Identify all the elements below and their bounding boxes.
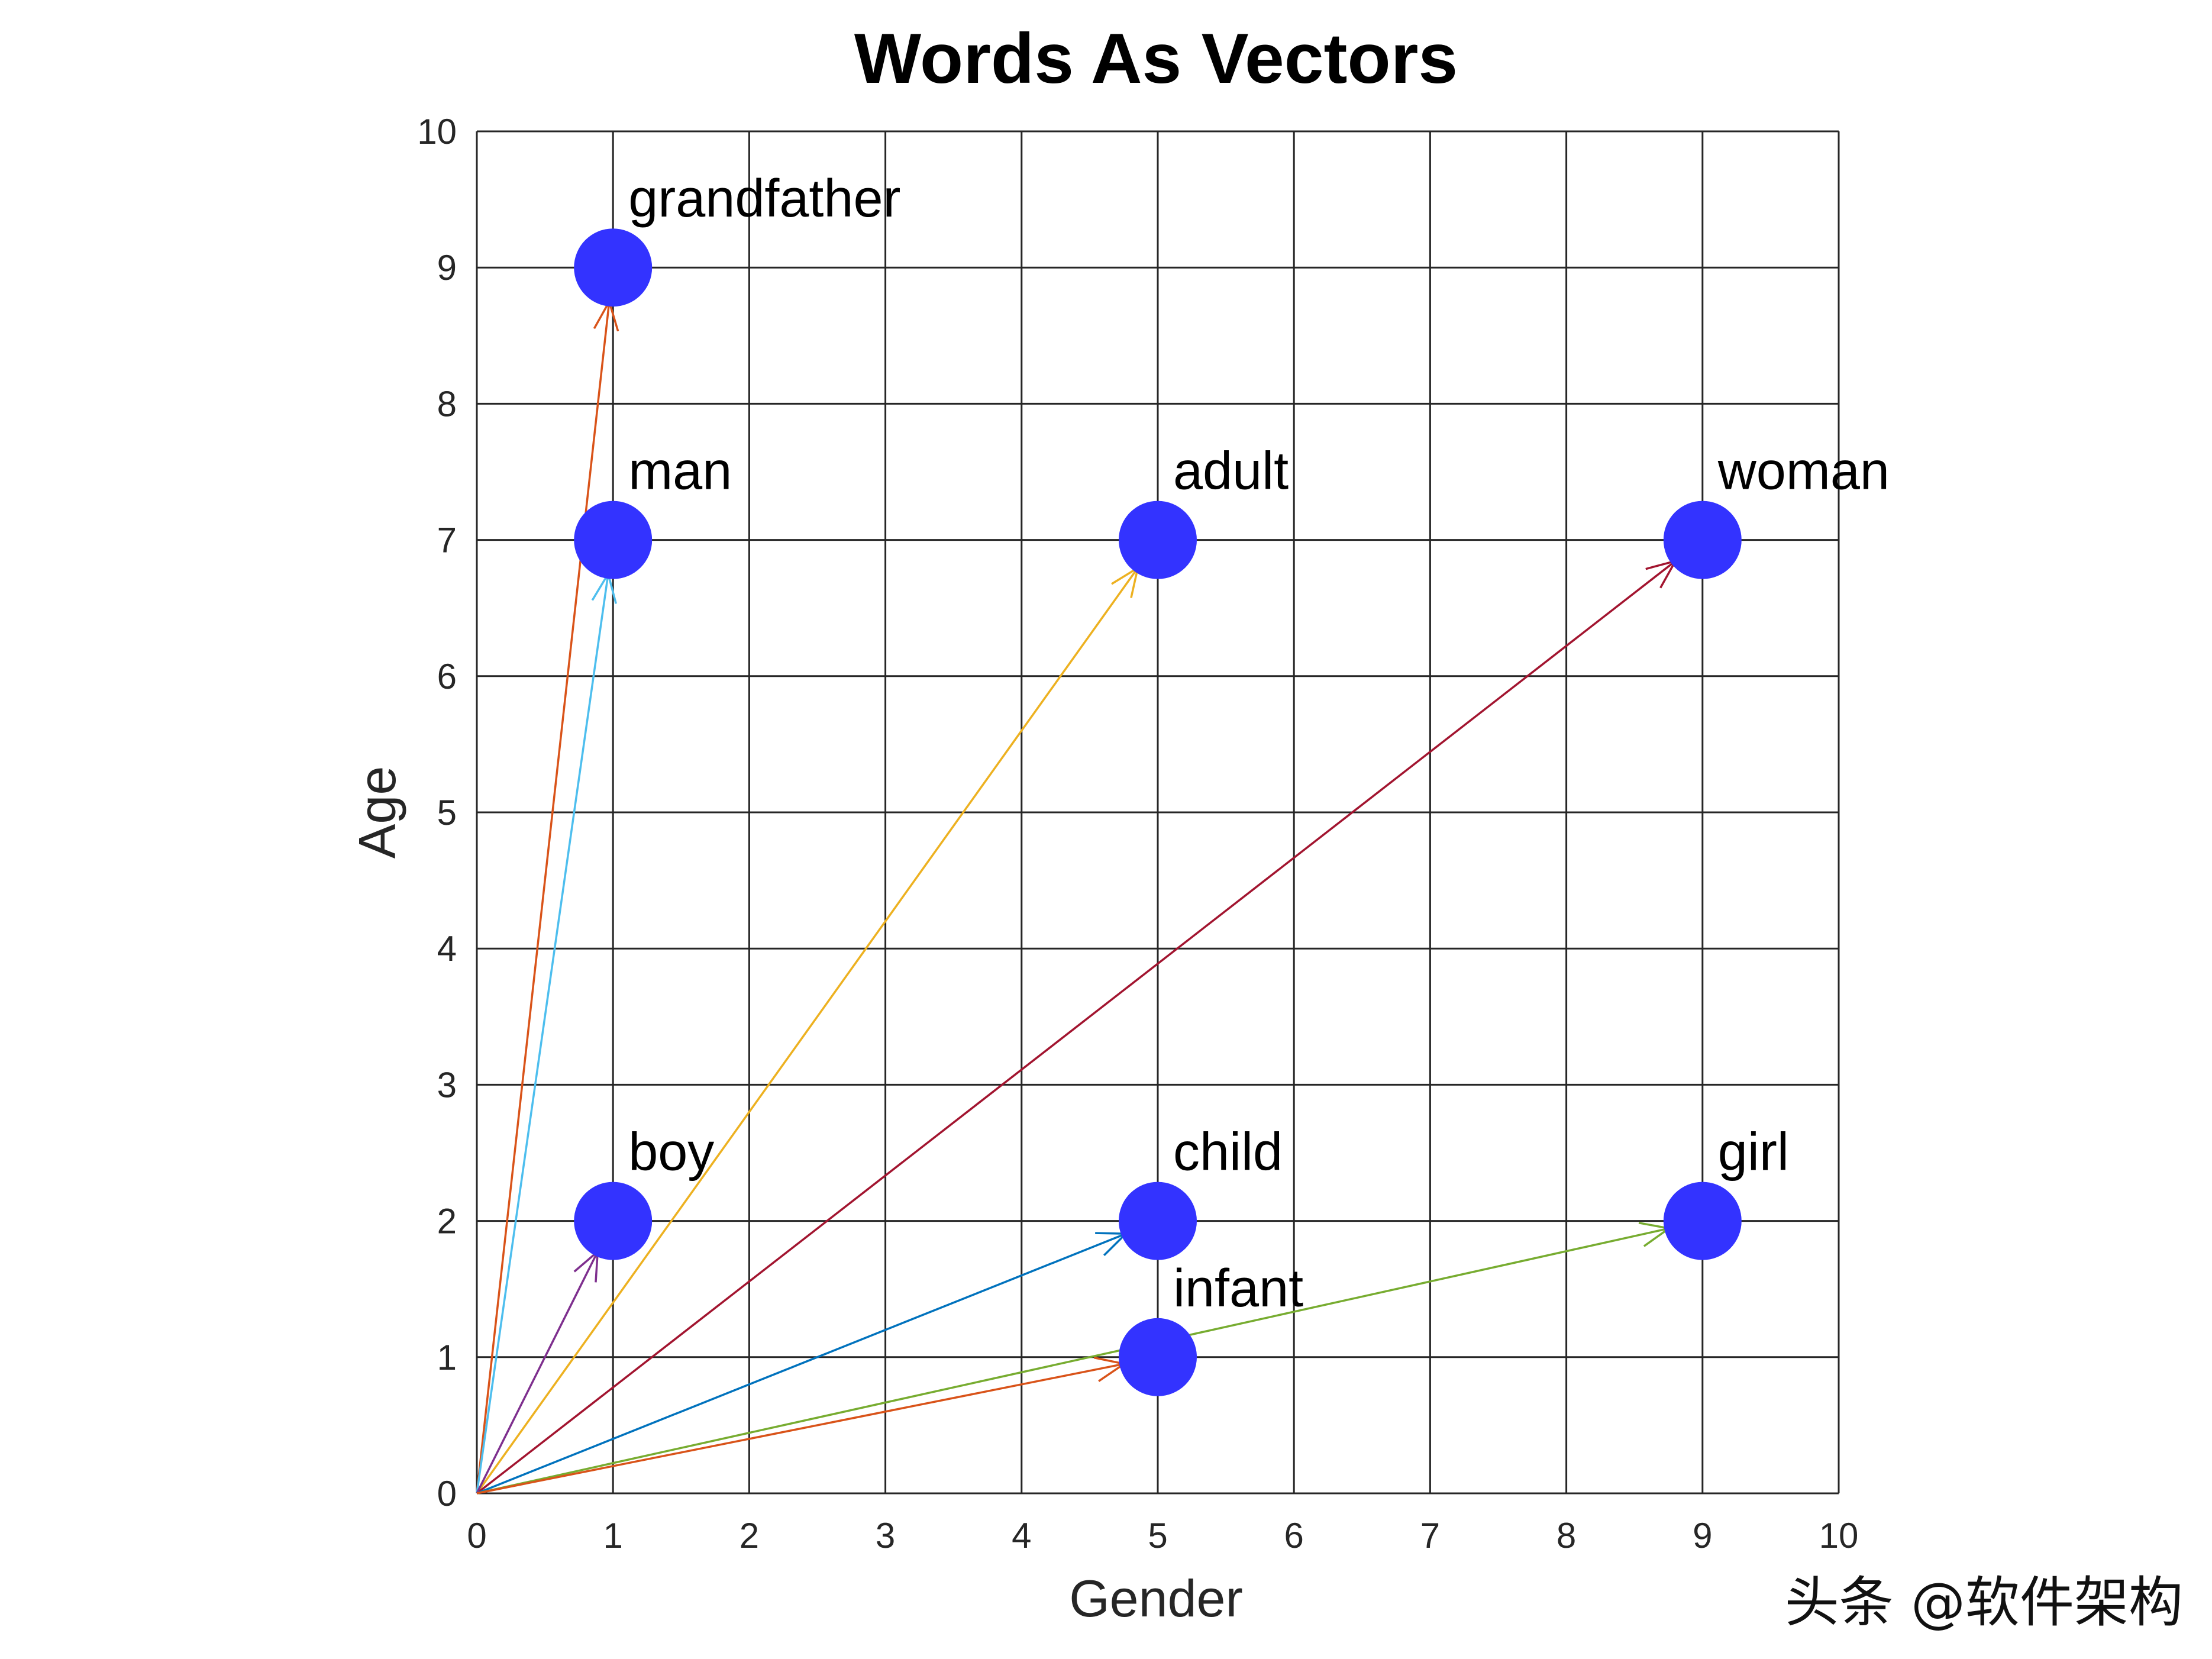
- vector-line: [476, 1232, 1126, 1495]
- word-label-adult: adult: [1173, 442, 1289, 501]
- point-adult: [1119, 501, 1197, 579]
- x-tick-label: 3: [876, 1516, 895, 1555]
- point-grandfather: [574, 228, 653, 307]
- x-tick-label: 10: [1819, 1516, 1859, 1555]
- vector-line: [476, 1227, 1670, 1495]
- point-man: [574, 501, 653, 579]
- y-tick-label: 9: [437, 248, 457, 288]
- word-label-man: man: [628, 442, 732, 501]
- watermark: 头条 @软件架构: [1785, 1571, 2183, 1634]
- word-label-grandfather: grandfather: [628, 169, 900, 228]
- x-tick-label: 4: [1012, 1516, 1031, 1555]
- y-tick-label: 0: [437, 1474, 457, 1513]
- x-axis-label: Gender: [1069, 1569, 1243, 1628]
- x-tick-label: 0: [467, 1516, 486, 1555]
- y-tick-label: 8: [437, 384, 457, 424]
- y-tick-label: 1: [437, 1338, 457, 1377]
- x-tick-label: 1: [603, 1516, 623, 1555]
- point-woman: [1663, 501, 1742, 579]
- x-tick-label: 8: [1557, 1516, 1576, 1555]
- y-tick-label: 3: [437, 1065, 457, 1105]
- vectors: [476, 299, 1678, 1495]
- y-tick-label: 7: [437, 521, 457, 560]
- vector-line: [476, 301, 611, 1494]
- chart-title: Words As Vectors: [854, 19, 1458, 98]
- y-tick-label: 10: [417, 112, 457, 151]
- point-boy: [574, 1182, 653, 1260]
- vector-line: [476, 1363, 1125, 1495]
- vector-line: [476, 567, 1139, 1495]
- word-label-child: child: [1173, 1123, 1283, 1182]
- point-girl: [1663, 1182, 1742, 1260]
- word-label-boy: boy: [628, 1123, 714, 1182]
- word-label-infant: infant: [1173, 1259, 1303, 1318]
- x-tick-label: 7: [1420, 1516, 1440, 1555]
- word-labels: grandfather man adult woman boy child girl infa…: [628, 169, 1890, 1318]
- word-label-woman: woman: [1717, 442, 1890, 501]
- word-label-girl: girl: [1718, 1123, 1789, 1182]
- y-tick-label: 4: [437, 929, 457, 969]
- tick-labels: 0 1 2 3 4 5 6 7 8 9 10 0 1 2 3 4 5 6 7 8 9 10: [417, 112, 1858, 1555]
- x-tick-label: 2: [740, 1516, 759, 1555]
- y-tick-label: 6: [437, 657, 457, 696]
- vector-line: [476, 573, 609, 1494]
- point-infant: [1119, 1318, 1197, 1396]
- y-tick-label: 2: [437, 1202, 457, 1241]
- vector-line: [476, 560, 1677, 1495]
- y-tick-label: 5: [437, 793, 457, 832]
- x-tick-label: 5: [1148, 1516, 1167, 1555]
- y-axis-label: Age: [348, 766, 406, 859]
- x-tick-label: 6: [1284, 1516, 1304, 1555]
- vector-line: [476, 1251, 599, 1494]
- point-child: [1119, 1182, 1197, 1260]
- x-tick-label: 9: [1693, 1516, 1712, 1555]
- points: [574, 228, 1742, 1396]
